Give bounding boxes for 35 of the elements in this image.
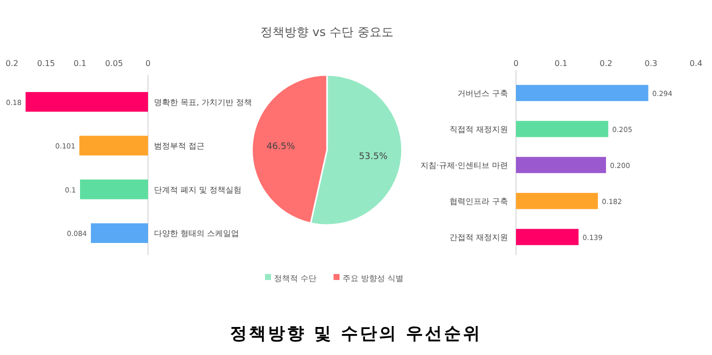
- bar: [79, 136, 148, 156]
- x-tick-label: 0.2: [600, 59, 612, 68]
- x-tick-label: 0: [145, 59, 151, 68]
- bar: [516, 84, 648, 102]
- x-tick-label: 0.1: [74, 59, 86, 68]
- bar: [516, 120, 608, 138]
- x-tick-label: 0.2: [6, 59, 18, 68]
- legend-item: 정책적 수단: [265, 274, 317, 283]
- x-tick-label: 0.05: [105, 59, 123, 68]
- y-tick-label: 명확한 목표, 가치기반 정책: [154, 98, 252, 107]
- y-tick-label: 지침·규제·인센티브 마련: [420, 161, 508, 170]
- chart-title: 정책방향 vs 수단 중요도: [260, 25, 394, 39]
- bar: [80, 180, 148, 200]
- y-tick-label: 단계적 폐지 및 정책실험: [154, 185, 242, 194]
- y-tick-label: 다양한 형태의 스케일업: [154, 229, 240, 238]
- x-tick-label: 0.15: [37, 59, 55, 68]
- bar: [516, 192, 598, 210]
- y-tick-label: 간접적 재정지원: [449, 233, 508, 242]
- y-tick-label: 협력인프라 구축: [449, 197, 508, 206]
- bar: [516, 156, 606, 174]
- y-tick-label: 거버넌스 구축: [457, 89, 508, 98]
- bar: [516, 228, 579, 246]
- y-tick-label: 범정부적 접근: [154, 142, 205, 151]
- legend-item: 주요 방향성 식별: [334, 274, 404, 283]
- x-tick-label: 0.3: [644, 59, 658, 68]
- x-tick-label: 0.1: [554, 59, 568, 68]
- bar: [26, 92, 148, 112]
- y-tick-label: 직접적 재정지원: [449, 125, 508, 134]
- data-label: 53.5%: [358, 152, 388, 162]
- bar: [90, 223, 148, 243]
- data-label: 46.5%: [266, 142, 296, 152]
- x-tick-label: 0.4: [690, 59, 702, 68]
- text: 정책방향 및 수단의 우선순위: [230, 324, 482, 344]
- legend-label: 정책적 수단: [274, 274, 317, 283]
- x-tick-label: 0: [513, 59, 519, 68]
